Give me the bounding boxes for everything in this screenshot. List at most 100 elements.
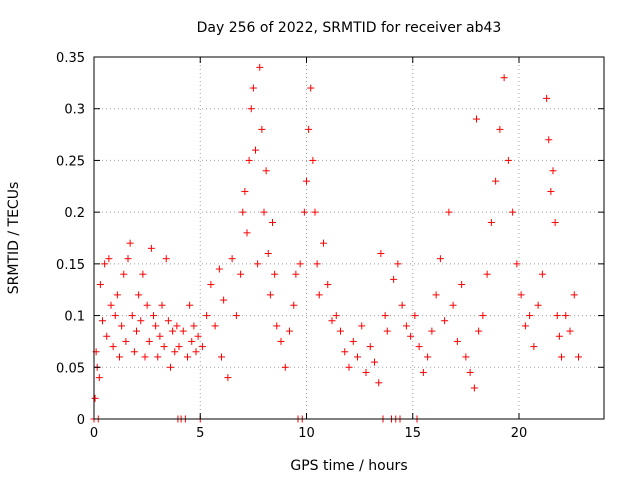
data-point xyxy=(513,260,521,268)
data-point xyxy=(328,317,336,325)
y-tick-label: 0.1 xyxy=(64,310,85,325)
data-point xyxy=(445,208,453,216)
data-point xyxy=(530,343,538,351)
y-axis-label: SRMTID / TECUs xyxy=(6,182,22,295)
data-point xyxy=(262,167,270,175)
data-point xyxy=(109,343,117,351)
data-point xyxy=(143,301,151,309)
data-point xyxy=(258,125,266,133)
data-point xyxy=(324,281,332,289)
data-point xyxy=(179,327,187,335)
data-point xyxy=(375,379,383,387)
data-point xyxy=(133,327,140,335)
data-point xyxy=(549,167,557,175)
data-point xyxy=(150,312,157,320)
data-point xyxy=(458,281,466,289)
data-point xyxy=(415,343,423,351)
data-point xyxy=(254,260,262,268)
data-point xyxy=(504,156,512,164)
data-point xyxy=(188,337,196,345)
data-point xyxy=(120,270,128,278)
data-point xyxy=(95,374,103,382)
data-point xyxy=(243,229,251,237)
data-point xyxy=(296,260,304,268)
data-point xyxy=(487,218,495,226)
data-point xyxy=(345,363,353,371)
data-point xyxy=(432,291,440,299)
data-point xyxy=(558,353,565,361)
data-point xyxy=(190,322,198,330)
data-point xyxy=(538,270,546,278)
data-point xyxy=(562,312,570,320)
data-point xyxy=(137,317,145,325)
data-point xyxy=(207,281,215,289)
data-point xyxy=(220,296,228,304)
data-point xyxy=(122,337,130,345)
data-point xyxy=(99,317,106,325)
tick-labels: 0 5 10 15 20 0 0.05 0.1 0.15 0.2 0.25 0.3 0.35 xyxy=(56,51,527,441)
data-points xyxy=(90,63,582,423)
data-point xyxy=(218,353,225,361)
data-point xyxy=(271,270,279,278)
data-point xyxy=(130,348,138,356)
data-point xyxy=(470,384,478,392)
data-point xyxy=(239,208,247,216)
data-point xyxy=(139,270,147,278)
data-point xyxy=(203,312,211,320)
data-point xyxy=(517,291,525,299)
data-point xyxy=(116,353,123,361)
data-point xyxy=(553,312,561,320)
data-point xyxy=(198,343,206,351)
data-point xyxy=(300,208,308,216)
data-point xyxy=(320,239,327,247)
data-point xyxy=(428,327,436,335)
x-tick-label: 20 xyxy=(511,426,528,441)
data-point xyxy=(349,337,357,345)
data-point xyxy=(241,187,249,195)
axis-ticks xyxy=(93,56,604,420)
data-point xyxy=(371,358,378,366)
data-point xyxy=(383,327,391,335)
data-point xyxy=(164,317,172,325)
data-point xyxy=(309,156,317,164)
data-point xyxy=(192,348,200,356)
data-point xyxy=(101,260,109,268)
data-point xyxy=(247,105,255,113)
data-point xyxy=(113,291,121,299)
data-point xyxy=(381,312,389,320)
data-point xyxy=(173,322,181,330)
x-tick-label: 5 xyxy=(196,426,204,441)
data-point xyxy=(402,322,410,330)
x-tick-label: 10 xyxy=(298,426,315,441)
data-point xyxy=(466,368,474,376)
data-point xyxy=(145,337,153,345)
data-point xyxy=(366,343,374,351)
data-point xyxy=(105,255,113,263)
data-point xyxy=(545,136,553,144)
data-point xyxy=(128,312,136,320)
data-point xyxy=(186,301,194,309)
data-point xyxy=(419,368,427,376)
x-tick-label: 15 xyxy=(404,426,421,441)
data-point xyxy=(249,84,257,92)
data-point xyxy=(313,260,321,268)
data-point xyxy=(473,115,480,123)
chart-title: Day 256 of 2022, SRMTID for receiver ab4… xyxy=(197,20,502,36)
data-point xyxy=(534,301,542,309)
data-point xyxy=(184,353,191,361)
data-point xyxy=(111,312,119,320)
data-point xyxy=(141,353,149,361)
data-point xyxy=(124,255,132,263)
data-point xyxy=(266,291,274,299)
data-point xyxy=(526,312,534,320)
data-point xyxy=(171,348,179,356)
data-point xyxy=(245,156,253,164)
data-point xyxy=(441,317,449,325)
data-point xyxy=(332,312,340,320)
data-point xyxy=(543,94,551,102)
data-point xyxy=(362,368,370,376)
data-point xyxy=(256,63,264,71)
data-point xyxy=(237,270,245,278)
data-point xyxy=(496,125,504,133)
